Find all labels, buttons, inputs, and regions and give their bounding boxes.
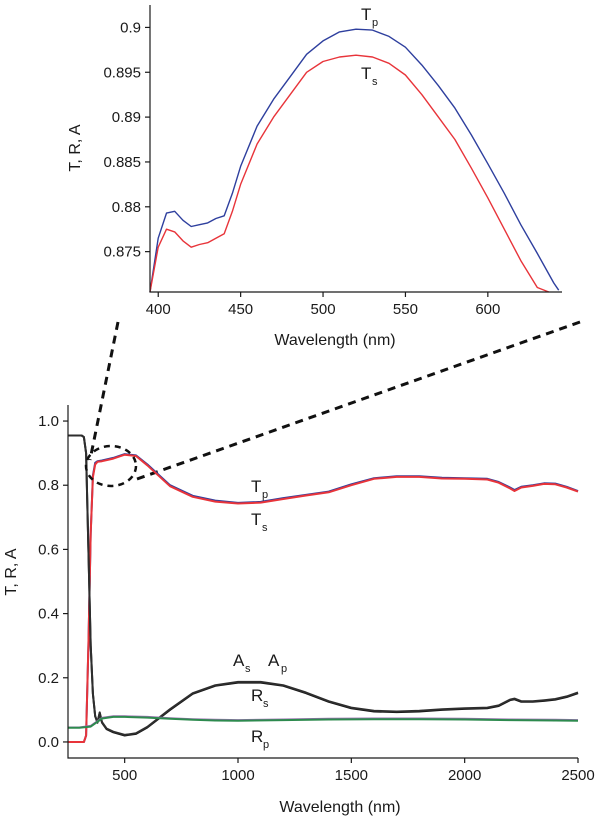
inset-axes xyxy=(149,5,562,293)
main-label-rp-main: R xyxy=(251,727,263,746)
inset-x-ticks: 400 450 500 550 600 xyxy=(146,292,500,318)
main-label-rp: R p xyxy=(251,727,269,751)
main-axes xyxy=(67,405,578,759)
inset-series-tp xyxy=(149,28,560,293)
main-series-as xyxy=(68,434,579,737)
main-label-rp-sub: p xyxy=(263,739,269,751)
main-y-tick-label: 0.6 xyxy=(38,541,59,558)
inset-label-ts: T s xyxy=(361,64,378,88)
main-label-rs-sub: s xyxy=(263,698,269,710)
main-y-tick-label: 0.4 xyxy=(38,606,59,623)
main-label-as-main: A xyxy=(233,651,245,670)
main-label-rs: R s xyxy=(251,686,269,710)
main-label-as-sub: s xyxy=(245,663,251,675)
main-y-axis-label: T, R, A xyxy=(3,548,20,595)
main-label-tp-main: T xyxy=(251,477,261,496)
main-y-tick-label: 0.8 xyxy=(38,477,59,494)
inset-label-tp-main: T xyxy=(361,5,371,24)
main-label-as: A s xyxy=(233,651,251,675)
inset-x-tick-label: 600 xyxy=(475,301,500,318)
main-x-tick-label: 500 xyxy=(112,767,137,784)
inset-chart: 0.875 0.88 0.885 0.89 0.895 0.9 400 450 500 550 6… xyxy=(67,5,562,349)
main-series-rp xyxy=(68,715,579,729)
main-x-axis-label: Wavelength (nm) xyxy=(279,799,400,816)
inset-y-tick-label: 0.89 xyxy=(112,109,141,126)
main-label-ts-sub: s xyxy=(262,522,268,534)
main-x-tick-label: 1000 xyxy=(221,767,254,784)
main-label-ts-main: T xyxy=(251,510,261,529)
inset-x-tick-label: 550 xyxy=(393,301,418,318)
inset-y-tick-label: 0.88 xyxy=(112,199,141,216)
inset-x-tick-label: 400 xyxy=(146,301,171,318)
main-label-tp: T p xyxy=(251,477,268,501)
main-y-tick-label: 0.0 xyxy=(38,734,59,751)
inset-y-axis-label: T, R, A xyxy=(67,124,84,171)
inset-label-tp-sub: p xyxy=(372,17,378,29)
main-series-ts xyxy=(68,453,579,743)
inset-label-ts-main: T xyxy=(361,64,371,83)
main-x-tick-label: 2500 xyxy=(561,767,594,784)
main-label-tp-sub: p xyxy=(262,489,268,501)
main-series-group xyxy=(68,434,579,743)
main-y-ticks: 0.0 0.2 0.4 0.6 0.8 1.0 xyxy=(38,413,68,751)
zoom-connector-left xyxy=(88,321,120,461)
inset-y-ticks: 0.875 0.88 0.885 0.89 0.895 0.9 xyxy=(103,19,150,261)
inset-y-tick-label: 0.9 xyxy=(120,19,141,36)
main-label-rs-main: R xyxy=(251,686,263,705)
inset-y-tick-label: 0.885 xyxy=(103,154,141,171)
main-x-tick-label: 1500 xyxy=(335,767,368,784)
main-label-ap: A p xyxy=(268,651,287,675)
inset-label-tp: T p xyxy=(361,5,378,29)
zoom-region-marker xyxy=(84,444,138,488)
inset-x-axis-label: Wavelength (nm) xyxy=(274,332,395,349)
inset-series-group xyxy=(149,28,560,293)
inset-x-tick-label: 500 xyxy=(311,301,336,318)
inset-y-tick-label: 0.895 xyxy=(103,64,141,81)
main-x-ticks: 500 1000 1500 2000 2500 xyxy=(112,758,595,784)
main-series-ap xyxy=(68,434,579,736)
inset-series-ts xyxy=(149,54,550,293)
main-chart: 0.0 0.2 0.4 0.6 0.8 1.0 500 1000 1500 2000 2500 T… xyxy=(3,405,595,816)
main-label-ap-sub: p xyxy=(281,663,287,675)
main-label-ap-main: A xyxy=(268,651,280,670)
inset-y-tick-label: 0.875 xyxy=(103,244,141,261)
main-x-tick-label: 2000 xyxy=(448,767,481,784)
inset-label-ts-sub: s xyxy=(372,76,378,88)
main-y-tick-label: 1.0 xyxy=(38,413,59,430)
inset-x-tick-label: 450 xyxy=(228,301,253,318)
main-y-tick-label: 0.2 xyxy=(38,670,59,687)
main-label-ts: T s xyxy=(251,510,268,534)
